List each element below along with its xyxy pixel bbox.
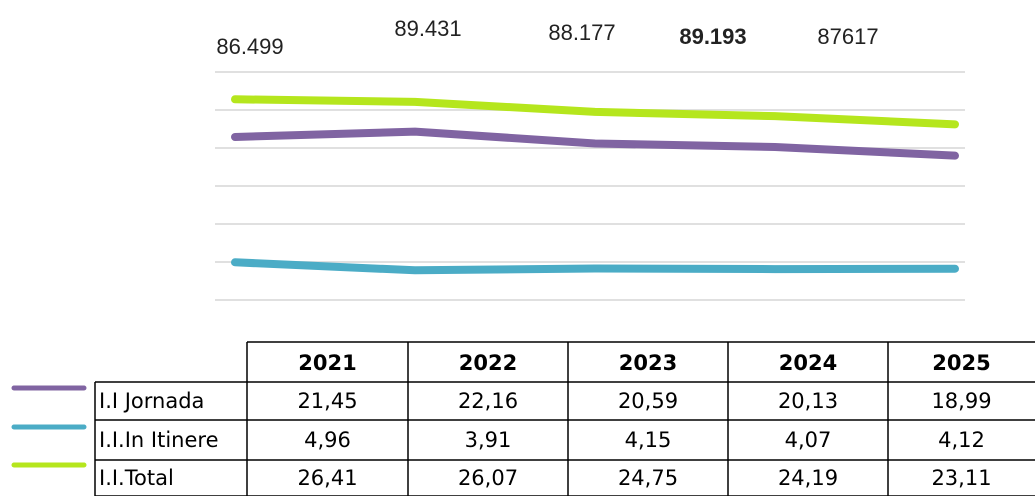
table-cell: 3,91: [465, 428, 512, 452]
series-line: [231, 95, 959, 129]
table-cell: 21,45: [297, 389, 357, 413]
table-cell: 4,15: [625, 428, 672, 452]
series-line: [231, 127, 959, 160]
table-header: 2022: [459, 351, 517, 375]
legend-label: I.I Jornada: [99, 389, 204, 413]
annotation: 87617: [817, 24, 878, 49]
table-cell: 18,99: [931, 389, 991, 413]
annotation: 89.193: [679, 24, 746, 49]
table-cell: 26,41: [297, 466, 357, 490]
table-cell: 4,96: [304, 428, 351, 452]
table-cell: 23,11: [931, 466, 991, 490]
table-cell: 20,59: [618, 389, 678, 413]
table-header: 2025: [932, 351, 990, 375]
table-cell: 24,75: [618, 466, 678, 490]
table-cell: 20,13: [778, 389, 838, 413]
table-cell: 24,19: [778, 466, 838, 490]
annotation: 88.177: [548, 20, 615, 45]
annotation: 86.499: [216, 34, 283, 59]
table-header: 2023: [619, 351, 677, 375]
legend-label: I.I.In Itinere: [99, 428, 219, 452]
series-line: [231, 258, 959, 275]
legend-label: I.I.Total: [99, 466, 174, 490]
table-cell: 4,12: [938, 428, 985, 452]
table-cell: 26,07: [458, 466, 518, 490]
table-header: 2024: [779, 351, 837, 375]
table-header: 2021: [298, 351, 356, 375]
annotation: 89.431: [394, 16, 461, 41]
table-cell: 22,16: [458, 389, 518, 413]
table-cell: 4,07: [785, 428, 832, 452]
